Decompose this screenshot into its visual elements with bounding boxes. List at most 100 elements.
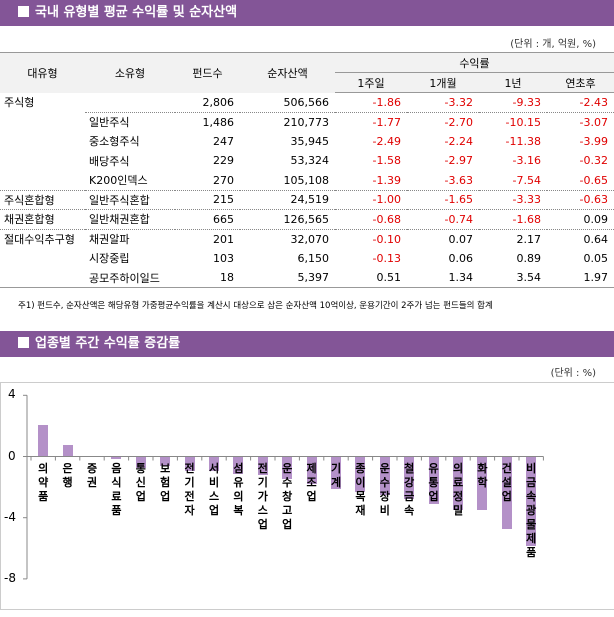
return-1month-cell: -2.24 bbox=[444, 134, 473, 148]
minor-type-cell: 일반채권혼합 bbox=[85, 209, 175, 230]
chart-unit-label: (단위 : %) bbox=[550, 368, 596, 379]
return-1month-cell: -3.32 bbox=[407, 92, 479, 113]
net-assets-cell: 126,565 bbox=[240, 209, 335, 230]
table-row: 중소형주식 247 35,945 -2.49 -2.24 -11.38 -3.99 bbox=[0, 132, 614, 152]
return-1month-cell: 0.06 bbox=[448, 251, 474, 265]
header-net-assets: 순자산액 bbox=[240, 52, 335, 93]
net-assets-cell: 24,519 bbox=[240, 190, 335, 210]
return-ytd-cell: -3.07 bbox=[579, 115, 608, 129]
return-ytd-cell: -3.99 bbox=[579, 134, 608, 148]
bar-7 bbox=[209, 456, 219, 472]
return-1week-cell: -1.00 bbox=[335, 190, 407, 210]
return-ytd-cell: 0.09 bbox=[547, 209, 614, 230]
return-1week-cell: -1.86 bbox=[335, 92, 407, 113]
table-unit-label: (단위 : 개, 억원, %) bbox=[510, 39, 596, 50]
return-1month-cell: -0.74 bbox=[407, 209, 479, 230]
return-ytd-cell: -0.32 bbox=[579, 154, 608, 168]
bar-10 bbox=[282, 456, 293, 479]
fund-count-cell: 103 bbox=[213, 251, 234, 265]
fund-count-cell: 215 bbox=[175, 190, 240, 210]
major-type-cell bbox=[0, 268, 85, 288]
return-1year-cell: -11.38 bbox=[505, 134, 541, 148]
minor-type-cell: 중소형주식 bbox=[89, 135, 140, 149]
major-type-cell: 채권혼합형 bbox=[0, 209, 85, 230]
minor-type-cell: 배당주식 bbox=[89, 154, 130, 168]
fund-count-cell: 247 bbox=[213, 134, 234, 148]
net-assets-cell: 35,945 bbox=[290, 134, 330, 148]
y-axis-tick-label: 4 bbox=[8, 387, 16, 402]
major-type-cell: 절대수익추구형 bbox=[4, 233, 75, 246]
chart-title-text: 업종별 주간 수익률 증감률 bbox=[35, 336, 181, 351]
header-1week: 1주일 bbox=[335, 72, 407, 93]
return-1week-cell: -1.77 bbox=[372, 115, 401, 129]
fund-count-cell: 201 bbox=[213, 232, 234, 246]
table-row: 공모주하이일드 18 5,397 0.51 1.34 3.54 1.97 bbox=[0, 268, 614, 288]
major-type-cell bbox=[0, 132, 85, 152]
header-1month: 1개월 bbox=[407, 72, 479, 93]
bar-9 bbox=[257, 456, 268, 475]
header-major-type: 대유형 bbox=[0, 52, 85, 93]
return-1week-cell: -1.58 bbox=[372, 154, 401, 168]
net-assets-cell: 105,108 bbox=[240, 170, 335, 191]
x-axis-category-label: 제조업 bbox=[306, 461, 317, 503]
return-ytd-cell: -0.65 bbox=[547, 170, 614, 191]
bar-14 bbox=[379, 456, 390, 495]
minor-type-cell bbox=[85, 92, 175, 113]
fund-count-cell: 229 bbox=[213, 154, 234, 168]
bar-17 bbox=[453, 456, 463, 511]
minor-type-cell: 공모주하이일드 bbox=[85, 268, 175, 288]
return-1year-cell: 0.89 bbox=[516, 251, 542, 265]
x-axis-category-label: 운수창고업 bbox=[282, 461, 293, 531]
bar-5 bbox=[160, 456, 171, 467]
x-axis-category-label: 기계 bbox=[330, 461, 342, 489]
net-assets-cell: 32,070 bbox=[290, 232, 330, 246]
x-axis-category-label: 서비스업 bbox=[208, 461, 220, 517]
fund-table-section-title: 국내 유형별 평균 수익률 및 순자산액 bbox=[0, 0, 614, 26]
return-1week-cell: -2.49 bbox=[372, 134, 401, 148]
net-assets-cell: 506,566 bbox=[240, 92, 335, 113]
major-type-cell: 주식혼합형 bbox=[0, 190, 85, 210]
x-axis-category-label: 보험업 bbox=[160, 461, 171, 503]
x-axis-category-label: 종이목재 bbox=[355, 461, 366, 517]
header-fund-count: 펀드수 bbox=[175, 52, 240, 93]
bar-18 bbox=[477, 456, 488, 511]
x-axis-category-label: 화학 bbox=[477, 461, 488, 489]
return-1month-cell: 1.34 bbox=[407, 268, 479, 288]
fund-count-cell: 665 bbox=[175, 209, 240, 230]
return-ytd-cell: -2.43 bbox=[547, 92, 614, 113]
bar-6 bbox=[184, 456, 195, 472]
x-axis-category-label: 운수장비 bbox=[379, 461, 390, 517]
return-1week-cell: 0.51 bbox=[335, 268, 407, 288]
return-1year-cell: -3.16 bbox=[512, 154, 541, 168]
major-type-cell bbox=[0, 151, 85, 171]
return-1week-cell: -0.68 bbox=[335, 209, 407, 230]
bar-13 bbox=[355, 456, 366, 492]
return-1year-cell: 3.54 bbox=[479, 268, 547, 288]
net-assets-cell: 5,397 bbox=[240, 268, 335, 288]
return-ytd-cell: 1.97 bbox=[547, 268, 614, 288]
x-axis-category-label: 섬유의복 bbox=[233, 461, 244, 517]
net-assets-cell: 53,324 bbox=[290, 154, 330, 168]
fund-count-cell: 2,806 bbox=[175, 92, 240, 113]
net-assets-cell: 6,150 bbox=[297, 251, 330, 265]
return-1week-cell: -1.39 bbox=[335, 170, 407, 191]
x-axis-category-label: 의료정밀 bbox=[452, 461, 464, 517]
x-axis-category-label: 건설업 bbox=[501, 461, 512, 503]
net-assets-cell: 210,773 bbox=[283, 115, 330, 129]
return-1week-cell: -0.10 bbox=[372, 232, 401, 246]
major-type-cell: 주식형 bbox=[4, 96, 35, 110]
table-row: 채권혼합형 일반채권혼합 665 126,565 -0.68 -0.74 -1.68 0.09 bbox=[0, 209, 614, 230]
bar-19 bbox=[501, 456, 512, 530]
fund-returns-table: 대유형 소유형 펀드수 순자산액 수익률 1주일 1개월 1년 연초후 주식형 2… bbox=[0, 52, 614, 288]
bar-0 bbox=[38, 425, 49, 457]
return-1year-cell: -9.33 bbox=[479, 92, 547, 113]
square-bullet-icon bbox=[18, 337, 29, 348]
bar-1 bbox=[62, 445, 73, 457]
return-1year-cell: 2.17 bbox=[516, 232, 542, 246]
minor-type-cell: 시장중립 bbox=[89, 252, 130, 266]
x-axis-category-label: 음식료품 bbox=[111, 461, 122, 517]
minor-type-cell: 일반주식 bbox=[89, 116, 130, 129]
header-ytd: 연초후 bbox=[547, 72, 614, 93]
return-1month-cell: -1.65 bbox=[407, 190, 479, 210]
x-axis-category-label: 철강금속 bbox=[404, 461, 415, 517]
